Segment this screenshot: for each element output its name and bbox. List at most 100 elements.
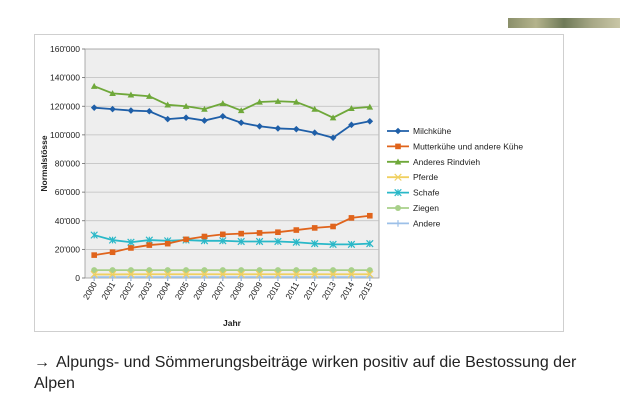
y-tick-label: 60'000 [55,187,81,197]
data-point [366,117,374,125]
data-point [127,238,135,246]
data-point [311,267,318,274]
y-tick-label: 140'000 [50,73,80,83]
x-tick-label: 2006 [191,280,209,302]
data-point [127,91,135,98]
data-point [274,125,282,132]
legend-label: Anderes Rindvieh [413,157,480,167]
x-tick-label: 2008 [228,280,246,302]
data-point [330,223,336,230]
data-point [164,240,171,247]
data-point [366,270,374,279]
data-point [274,237,282,246]
data-point [274,270,282,279]
caption-text: Alpungs- und Sömmerungsbeiträge wirken p… [34,354,577,392]
data-point [348,105,355,112]
x-tick-label: 2003 [136,280,154,302]
x-tick-label: 2001 [99,280,117,302]
data-point [90,104,98,111]
data-point [146,242,153,248]
data-point [274,97,282,104]
y-tick-label: 0 [75,273,80,283]
data-point [146,267,153,274]
chart-panel: 0 20'000 40'000 60'000 80'000 100'000 120'000 1… [34,34,564,332]
header-photo-strip [508,18,620,28]
x-tick-label: 2012 [301,280,319,302]
line-chart: 0 20'000 40'000 60'000 80'000 100'000 120'000 1… [39,44,523,328]
y-tick-label: 40'000 [55,216,81,226]
data-point [274,267,281,274]
legend-label: Andere [413,218,441,228]
data-point [201,267,208,274]
data-point [310,270,319,279]
series-line [94,214,370,256]
x-tick-label: 2004 [154,280,172,302]
data-point [348,267,355,274]
data-point [91,252,97,258]
data-point [183,267,190,274]
data-point [394,220,402,227]
x-tick-label: 2013 [320,280,338,302]
data-point [275,229,281,235]
y-axis-title: Normalstösse [39,135,49,191]
data-point [127,270,135,279]
data-point [330,267,337,274]
data-point [127,267,134,274]
series-line [94,106,370,139]
data-point [109,267,116,274]
data-point [127,107,135,114]
data-point [164,101,171,108]
data-point [90,270,98,279]
data-point [183,236,189,243]
legend-label: Mutterkühe und andere Kühe [413,141,523,151]
y-tick-label: 20'000 [55,244,81,254]
data-point [237,107,245,114]
data-point [164,267,171,274]
y-tick-label: 100'000 [50,130,80,140]
data-point [108,270,117,279]
legend-label: Ziegen [413,203,439,213]
data-point [255,270,264,279]
data-point [348,215,355,221]
data-point [329,114,337,121]
data-point [292,270,301,279]
data-point [395,205,401,211]
data-point [394,158,402,165]
data-point [329,270,337,279]
data-point [347,270,356,279]
data-point [237,119,245,127]
series-line [93,234,370,246]
data-point [108,236,117,244]
data-point [145,270,154,279]
y-tick-label: 120'000 [50,101,80,111]
data-point [367,212,373,219]
data-point [219,100,227,107]
data-point [366,267,373,274]
data-point [347,240,356,249]
legend-label: Schafe [413,188,440,198]
x-tick-label: 2010 [265,280,283,302]
data-point [90,231,98,239]
data-point [256,230,263,236]
data-point [237,237,245,246]
data-point [237,270,245,279]
data-point [163,270,172,279]
x-tick-label: 2005 [173,280,191,302]
x-tick-label: 2011 [283,280,301,301]
data-point [219,237,227,245]
data-point [311,225,318,231]
data-point [145,236,154,244]
data-point [146,107,153,115]
data-point [256,98,263,105]
legend-label: Pferde [413,172,438,182]
x-tick-label: 2015 [356,280,374,302]
data-point [293,227,300,233]
data-point [201,117,208,124]
arrow-icon: → [34,354,50,371]
data-point [238,230,244,237]
data-point [219,267,226,274]
data-point [394,127,402,135]
data-point [182,114,190,121]
data-point [219,270,227,279]
legend-label: Milchkühe [413,126,452,136]
